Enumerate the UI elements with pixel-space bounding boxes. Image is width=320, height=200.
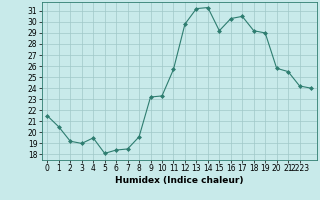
X-axis label: Humidex (Indice chaleur): Humidex (Indice chaleur): [115, 176, 244, 185]
